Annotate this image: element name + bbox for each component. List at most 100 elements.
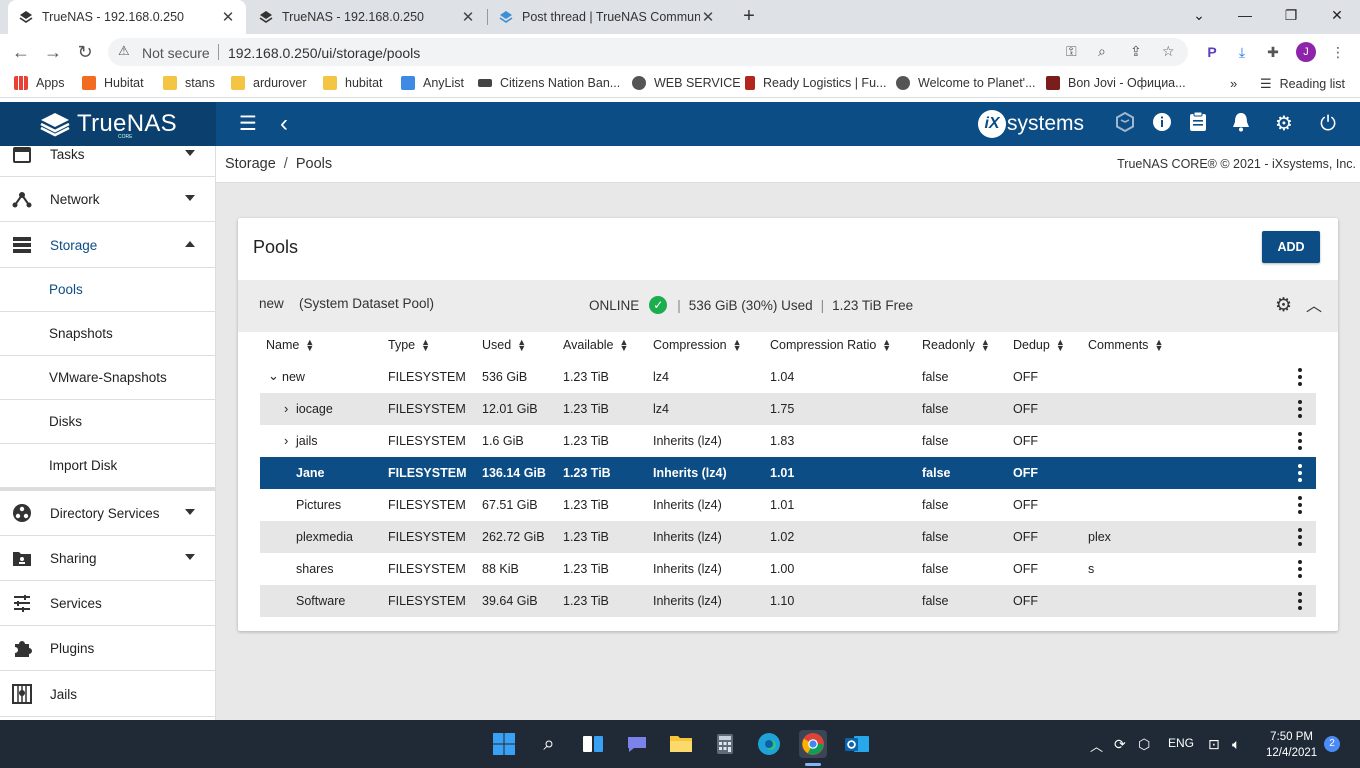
- key-icon[interactable]: ⚿: [1066, 43, 1077, 59]
- task-view-icon[interactable]: [579, 730, 607, 758]
- clipboard-tasks-icon[interactable]: [1186, 111, 1210, 136]
- power-icon[interactable]: ⏻: [1320, 113, 1336, 135]
- system-clock[interactable]: 7:50 PM 12/4/2021: [1266, 729, 1317, 761]
- browser-tab-1[interactable]: TrueNAS - 192.168.0.250 ✕: [8, 0, 246, 34]
- column-header-comments[interactable]: Comments ▲ ▼: [1088, 338, 1163, 353]
- sidebar-item-jails[interactable]: Jails: [0, 672, 215, 717]
- reload-icon[interactable]: ↻: [77, 42, 93, 62]
- not-secure-label[interactable]: Not secure: [142, 45, 210, 61]
- menu-toggle-icon[interactable]: ☰: [239, 113, 257, 135]
- edge-browser-icon[interactable]: [755, 730, 783, 758]
- sync-icon[interactable]: ⟳: [1114, 736, 1126, 752]
- bookmark-star-icon[interactable]: ☆: [1162, 43, 1175, 59]
- column-header-readonly[interactable]: Readonly ▲ ▼: [922, 338, 990, 353]
- window-close-icon[interactable]: ✕: [1331, 7, 1343, 23]
- tab-search-icon[interactable]: ⌄: [1193, 7, 1205, 23]
- sidebar-item-sharing[interactable]: Sharing: [0, 536, 215, 581]
- row-actions-menu-icon[interactable]: [1298, 526, 1302, 547]
- column-header-available[interactable]: Available ▲ ▼: [563, 338, 628, 353]
- row-actions-menu-icon[interactable]: [1298, 430, 1302, 451]
- browser-menu-icon[interactable]: ⋮: [1331, 44, 1345, 60]
- sidebar-item-directory-services[interactable]: Directory Services: [0, 491, 215, 536]
- language-indicator[interactable]: ENG: [1168, 736, 1195, 750]
- bookmark-hubitat[interactable]: Hubitat: [82, 76, 144, 90]
- table-row[interactable]: › jails FILESYSTEM 1.6 GiB 1.23 TiB Inhe…: [260, 425, 1316, 457]
- breadcrumb-storage[interactable]: Storage: [225, 156, 276, 172]
- bookmark-hubitat-folder[interactable]: hubitat: [323, 76, 383, 90]
- column-header-dedup[interactable]: Dedup ▲ ▼: [1013, 338, 1065, 353]
- chrome-browser-icon[interactable]: [799, 730, 827, 758]
- table-row[interactable]: Software FILESYSTEM 39.64 GiB 1.23 TiB I…: [260, 585, 1316, 617]
- column-header-compression-ratio[interactable]: Compression Ratio ▲ ▼: [770, 338, 891, 353]
- table-row[interactable]: › iocage FILESYSTEM 12.01 GiB 1.23 TiB l…: [260, 393, 1316, 425]
- pool-settings-gear-icon[interactable]: ⚙: [1274, 295, 1292, 316]
- new-tab-button[interactable]: +: [743, 5, 755, 27]
- bookmarks-more-button[interactable]: »: [1230, 76, 1238, 91]
- search-icon[interactable]: ⌕: [543, 732, 555, 755]
- browser-tab-2[interactable]: TrueNAS - 192.168.0.250 ✕: [248, 0, 486, 34]
- bell-icon[interactable]: [1229, 112, 1253, 136]
- bookmark-citizens[interactable]: Citizens Nation Ban...: [478, 76, 620, 90]
- chevron-up-icon[interactable]: ︿: [1090, 739, 1104, 754]
- sidebar-subitem-pools[interactable]: Pools: [0, 268, 215, 312]
- sidebar-item-tasks[interactable]: Tasks: [0, 146, 215, 177]
- bookmark-ready-logistics[interactable]: Ready Logistics | Fu...: [745, 76, 886, 90]
- chevron-right-icon[interactable]: ›: [284, 433, 289, 448]
- row-actions-menu-icon[interactable]: [1298, 398, 1302, 419]
- truenas-logo[interactable]: TrueNAS CORE: [0, 102, 216, 146]
- extension-p-icon[interactable]: P: [1207, 44, 1217, 60]
- share-icon[interactable]: ⇪: [1130, 43, 1142, 59]
- outlook-icon[interactable]: [843, 730, 871, 758]
- dropbox-icon[interactable]: ⬡: [1138, 736, 1151, 752]
- back-arrow-icon[interactable]: ←: [12, 42, 30, 62]
- sidebar-item-plugins[interactable]: Plugins: [0, 626, 215, 671]
- truecommand-icon[interactable]: [1113, 111, 1137, 136]
- bookmark-anylist[interactable]: AnyList: [401, 76, 464, 90]
- bookmark-bonjovi[interactable]: Bon Jovi - Официа...: [1046, 76, 1186, 90]
- tab-close-icon[interactable]: ✕: [221, 9, 235, 26]
- restore-icon[interactable]: ❐: [1284, 7, 1298, 23]
- display-icon[interactable]: ⊡: [1208, 736, 1220, 752]
- chevron-down-icon[interactable]: ⌄: [268, 368, 279, 383]
- forward-arrow-icon[interactable]: →: [44, 42, 62, 62]
- row-actions-menu-icon[interactable]: [1298, 494, 1302, 515]
- table-row[interactable]: shares FILESYSTEM 88 KiB 1.23 TiB Inheri…: [260, 553, 1316, 585]
- teams-chat-icon[interactable]: [623, 730, 651, 758]
- table-row[interactable]: plexmedia FILESYSTEM 262.72 GiB 1.23 TiB…: [260, 521, 1316, 553]
- windows-start-icon[interactable]: [490, 730, 518, 758]
- table-row-selected[interactable]: Jane FILESYSTEM 136.14 GiB 1.23 TiB Inhe…: [260, 457, 1316, 489]
- bookmark-ardurover[interactable]: ardurover: [231, 76, 307, 90]
- browser-tab-3[interactable]: Post thread | TrueNAS Communit ✕: [488, 0, 726, 34]
- reading-list-button[interactable]: ☰ Reading list: [1260, 76, 1345, 92]
- sidebar-item-services[interactable]: Services: [0, 581, 215, 626]
- bookmark-stans[interactable]: stans: [163, 76, 215, 90]
- chevron-right-icon[interactable]: ›: [284, 401, 289, 416]
- extensions-puzzle-icon[interactable]: ✚: [1267, 44, 1279, 60]
- gear-icon[interactable]: ⚙: [1275, 113, 1293, 135]
- column-header-compression[interactable]: Compression ▲ ▼: [653, 338, 742, 353]
- add-pool-button[interactable]: ADD: [1262, 231, 1320, 263]
- minimize-icon[interactable]: —: [1238, 7, 1252, 23]
- info-icon[interactable]: [1150, 112, 1174, 136]
- zoom-icon[interactable]: ⌕: [1098, 43, 1106, 59]
- row-actions-menu-icon[interactable]: [1298, 366, 1302, 387]
- sidebar-subitem-import-disk[interactable]: Import Disk: [0, 444, 215, 491]
- sidebar-item-network[interactable]: Network: [0, 177, 215, 222]
- sidebar-item-storage[interactable]: Storage: [0, 223, 215, 268]
- bookmark-planet[interactable]: Welcome to Planet'...: [896, 76, 1036, 90]
- notification-badge[interactable]: 2: [1324, 736, 1340, 752]
- volume-icon[interactable]: 🔈︎: [1232, 736, 1241, 752]
- file-explorer-icon[interactable]: [667, 730, 695, 758]
- chevron-up-icon[interactable]: ︿: [1305, 298, 1322, 315]
- collapse-chevron-icon[interactable]: ‹: [280, 110, 288, 137]
- bookmark-apps[interactable]: Apps: [14, 76, 65, 90]
- row-actions-menu-icon[interactable]: [1298, 590, 1302, 611]
- row-actions-menu-icon[interactable]: [1298, 558, 1302, 579]
- bookmark-webservice[interactable]: WEB SERVICE: [632, 76, 741, 90]
- address-bar[interactable]: ⚠ Not secure 192.168.0.250/ui/storage/po…: [108, 38, 1188, 66]
- table-row[interactable]: ⌄ new FILESYSTEM 536 GiB 1.23 TiB lz4 1.…: [260, 361, 1316, 393]
- download-icon[interactable]: ⤓: [1238, 44, 1246, 60]
- profile-avatar[interactable]: J: [1296, 42, 1316, 62]
- table-row[interactable]: Pictures FILESYSTEM 67.51 GiB 1.23 TiB I…: [260, 489, 1316, 521]
- sidebar-subitem-vmware-snapshots[interactable]: VMware-Snapshots: [0, 356, 215, 400]
